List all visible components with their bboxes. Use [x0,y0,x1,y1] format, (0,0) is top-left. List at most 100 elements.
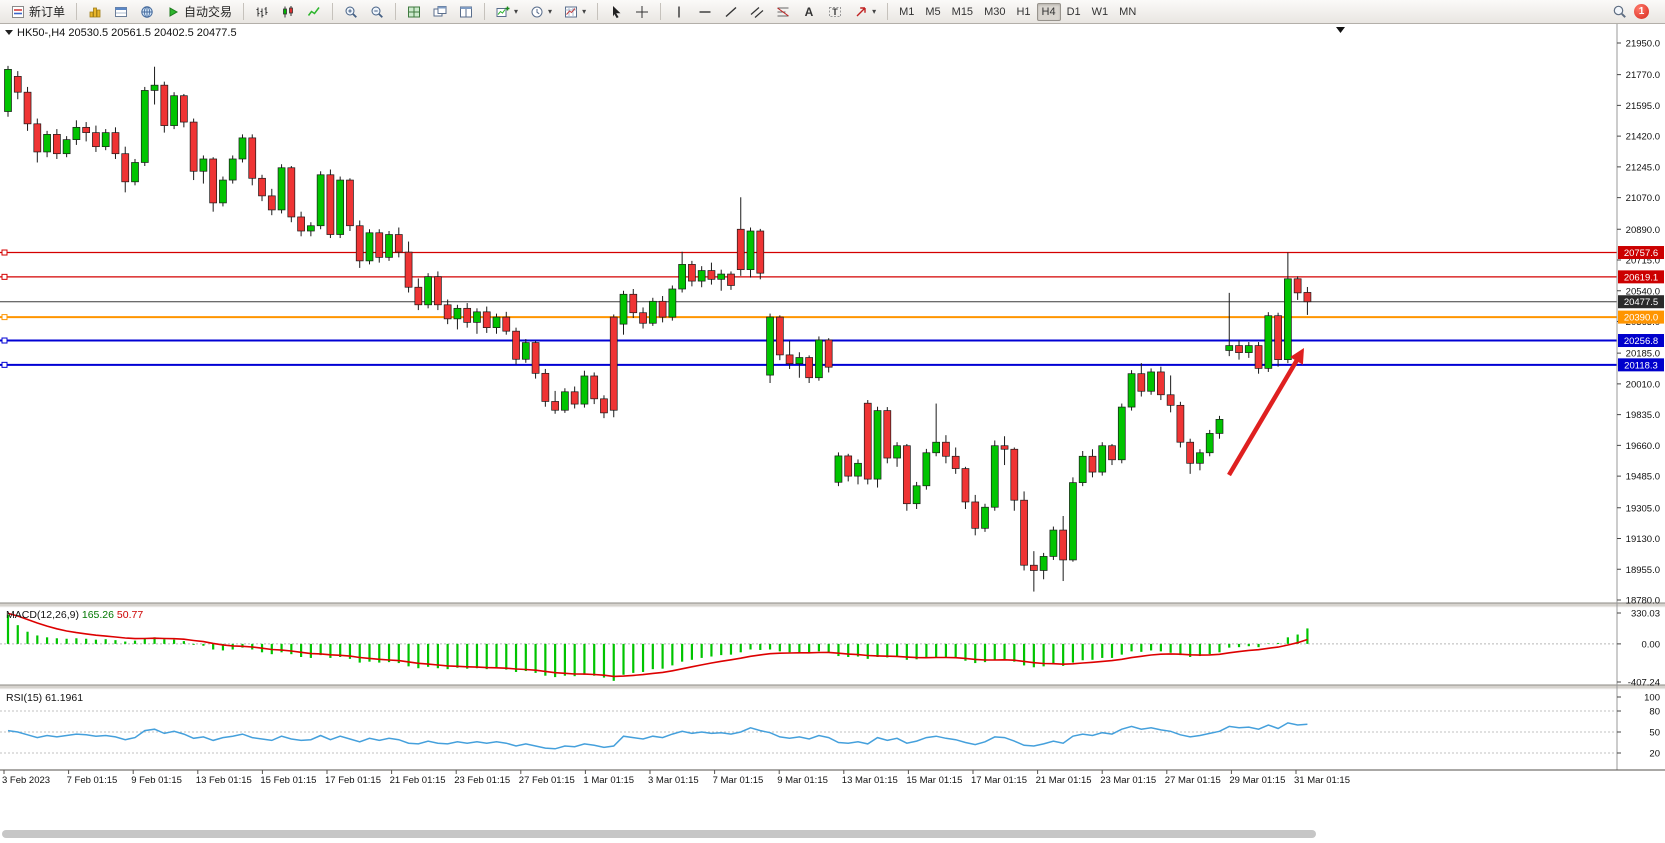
fibonacci-tool-button[interactable] [771,2,795,22]
hline-handle[interactable] [1,361,8,368]
timeframe-d1-button[interactable]: D1 [1062,3,1086,21]
tile-windows-button[interactable] [402,2,426,22]
timeframe-m15-button[interactable]: M15 [947,3,978,21]
candle-bear [267,195,276,211]
candlestick-chart-button[interactable] [276,2,300,22]
date-label: 3 Feb 2023 [2,775,50,786]
zoom-out-button[interactable] [365,2,389,22]
candle-bull [170,95,178,126]
timeframe-m1-button[interactable]: M1 [894,3,919,21]
candle-bear [1029,564,1038,571]
candle-bear [248,137,257,179]
market-watch-button[interactable] [83,2,107,22]
new-order-button[interactable]: 新订单 [6,2,70,22]
candle-bull [228,158,237,181]
text-tool-button[interactable]: A [797,2,821,22]
hline-handle[interactable] [1,337,8,344]
chart-title: HK50-,H4 20530.5 20561.5 20402.5 20477.5 [17,27,237,39]
horizontal-scrollbar-thumb[interactable] [2,830,1316,838]
candle-bull [580,375,589,405]
channel-tool-button[interactable] [745,2,769,22]
cascade-windows-button[interactable] [428,2,452,22]
price-axis[interactable]: 21950.0 21770.0 21595.0 21420.0 21245.0 21070… [1616,24,1660,770]
price-badge-label: 20256.8 [1624,336,1658,347]
candle-bear [902,445,911,505]
candle-bear [443,304,452,320]
candle-bear [258,177,266,197]
notification-badge[interactable]: 1 [1634,4,1649,19]
templates-dropdown[interactable]: ▾ [559,2,591,22]
timeframe-h1-button[interactable]: H1 [1011,3,1035,21]
price-badges: 20757.6 20619.1 20477.5 20390.0 20256.8 20118… [1618,246,1664,372]
candle-bull [4,69,12,112]
candle-bull [424,276,432,306]
candle-bull [316,174,325,227]
macd-axis-label: 330.03 [1631,609,1660,620]
candle-bear [570,391,579,405]
horizontal-line-tool-button[interactable] [693,2,717,22]
arrow-annotation[interactable] [1227,348,1304,477]
date-label: 13 Feb 01:15 [196,775,252,786]
bar-chart-button[interactable] [250,2,274,22]
candle-bull [150,84,159,91]
panel-splitter[interactable] [0,685,1665,689]
hline-handle[interactable] [1,249,8,256]
cursor-tool-button[interactable] [604,2,628,22]
timeframe-mn-button[interactable]: MN [1114,3,1141,21]
vertical-line-tool-button[interactable] [667,2,691,22]
candle-bear [189,121,198,172]
arrow-head-icon[interactable] [1290,348,1304,365]
data-window-button[interactable] [109,2,133,22]
arrows-dropdown[interactable]: ▾ [849,2,881,22]
timeframe-h4-button[interactable]: H4 [1036,2,1061,21]
candle-bear [805,357,813,379]
template-chart-icon [565,6,578,17]
time-axis[interactable]: 3 Feb 2023 7 Feb 01:15 9 Feb 01:15 13 Feb 0… [0,769,1665,786]
zoom-in-button[interactable] [339,2,363,22]
candle-bear [1176,404,1185,443]
macd-label: MACD(12,26,9) 165.26 50.77 [6,609,143,621]
candle-bear [1254,345,1263,369]
price-axis-label: 21595.0 [1626,101,1660,112]
chart-area[interactable]: HK50-,H4 20530.5 20561.5 20402.5 20477.5… [0,24,1665,843]
candle-bear [971,501,980,529]
candle-bear [482,311,491,328]
candle-bear [707,270,716,280]
price-axis-label: 19835.0 [1626,410,1660,421]
label-tool-button[interactable]: T [823,2,847,22]
arrow-shaft[interactable] [1227,358,1299,477]
toolbar-separator [243,3,245,20]
timeframe-m5-button[interactable]: M5 [920,3,945,21]
candle-bull [854,462,862,477]
candle-bear [180,95,188,123]
tile-vertical-button[interactable] [454,2,478,22]
new-chart-dropdown[interactable]: ▾ [491,2,523,22]
timeframe-w1-button[interactable]: W1 [1087,3,1114,21]
date-label: 15 Mar 01:15 [906,775,962,786]
timeframe-m30-button[interactable]: M30 [979,3,1010,21]
candle-bear [1157,371,1165,396]
price-badge-label: 20619.1 [1624,272,1658,283]
line-chart-button[interactable] [302,2,326,22]
candle-bull [795,357,804,365]
candle-bear [629,293,638,314]
candle-bear [824,339,833,368]
candle-bear [609,316,618,411]
trendline-tool-button[interactable] [719,2,743,22]
hline-handle[interactable] [1,273,8,280]
profiles-dropdown[interactable]: ▾ [525,2,557,22]
candle-bear [463,307,472,323]
new-order-label: 新订单 [29,5,66,19]
chart-shift-marker-icon[interactable] [1336,27,1345,33]
navigator-button[interactable] [135,2,159,22]
candle-bull [1147,371,1155,392]
hline-handle[interactable] [1,314,8,321]
panel-splitter[interactable] [0,603,1665,607]
crosshair-tool-button[interactable] [630,2,654,22]
candle-bear [775,316,784,356]
search-button[interactable] [1607,2,1632,22]
candle-bull [1284,278,1292,360]
date-label: 1 Mar 01:15 [583,775,634,786]
one-click-collapse-icon[interactable] [5,30,13,35]
auto-trading-button[interactable]: 自动交易 [161,2,237,22]
